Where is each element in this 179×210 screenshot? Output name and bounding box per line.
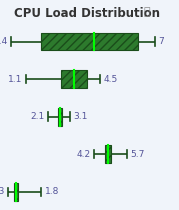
Text: 0.3: 0.3 xyxy=(0,187,5,196)
Text: 1.8: 1.8 xyxy=(45,187,59,196)
Text: 4.5: 4.5 xyxy=(104,75,118,84)
Text: 1.1: 1.1 xyxy=(8,75,23,84)
Text: 7: 7 xyxy=(159,37,164,46)
FancyBboxPatch shape xyxy=(41,33,138,50)
Text: CPU Load Distribution: CPU Load Distribution xyxy=(14,7,160,20)
Text: 3.1: 3.1 xyxy=(73,112,87,121)
FancyBboxPatch shape xyxy=(105,145,112,163)
Text: 4.2: 4.2 xyxy=(76,150,91,159)
FancyBboxPatch shape xyxy=(14,183,18,201)
FancyBboxPatch shape xyxy=(61,70,87,88)
Text: 5.7: 5.7 xyxy=(130,150,144,159)
FancyBboxPatch shape xyxy=(58,108,62,126)
Text: 2.1: 2.1 xyxy=(30,112,45,121)
Text: ⓘ: ⓘ xyxy=(143,7,150,17)
Text: 0.4: 0.4 xyxy=(0,37,7,46)
